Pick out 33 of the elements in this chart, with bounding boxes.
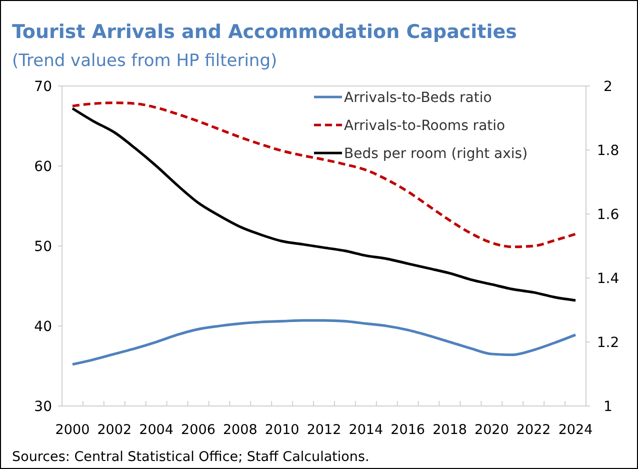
y2-tick-label: 1	[604, 398, 612, 415]
x-tick-label: 2002	[97, 422, 132, 438]
y2-tick-label: 1.8	[596, 142, 620, 159]
x-tick-label: 2018	[432, 422, 467, 438]
line-series	[71, 107, 577, 302]
chart-subtitle: (Trend values from HP filtering)	[12, 51, 278, 71]
y2-tick-label: 1.6	[596, 206, 620, 223]
x-tick-label: 2006	[181, 422, 216, 438]
x-tick-label: 2000	[55, 422, 90, 438]
x-tick-label: 2004	[139, 422, 174, 438]
x-tick-label: 2012	[306, 422, 342, 438]
legend-label: Arrivals-to-Rooms ratio	[344, 118, 506, 134]
chart-title: Tourist Arrivals and Accommodation Capacities	[12, 21, 517, 43]
y-tick-label: 30	[34, 398, 52, 415]
x-tick-label: 2008	[222, 422, 258, 438]
x-tick-label: 2016	[390, 422, 426, 438]
y-tick-label: 60	[34, 158, 52, 175]
y-tick-label: 40	[34, 318, 52, 335]
x-tick-label: 2024	[558, 422, 593, 438]
y-tick-label: 70	[34, 78, 52, 95]
x-tick-label: 2014	[348, 422, 384, 438]
line-series	[71, 102, 577, 248]
legend-label: Beds per room (right axis)	[344, 146, 528, 162]
y-tick-label: 50	[34, 238, 52, 255]
x-tick-label: 2022	[516, 422, 551, 438]
legend-label: Arrivals-to-Beds ratio	[344, 90, 492, 106]
line-series	[71, 319, 577, 366]
source-note: Sources: Central Statistical Office; Staff Calculations.	[12, 449, 370, 465]
x-tick-label: 2010	[264, 422, 300, 438]
x-tick-label: 2020	[474, 422, 509, 438]
y2-tick-label: 1.4	[596, 270, 620, 287]
y2-tick-label: 1.2	[596, 334, 620, 351]
y2-tick-label: 2	[604, 78, 612, 95]
